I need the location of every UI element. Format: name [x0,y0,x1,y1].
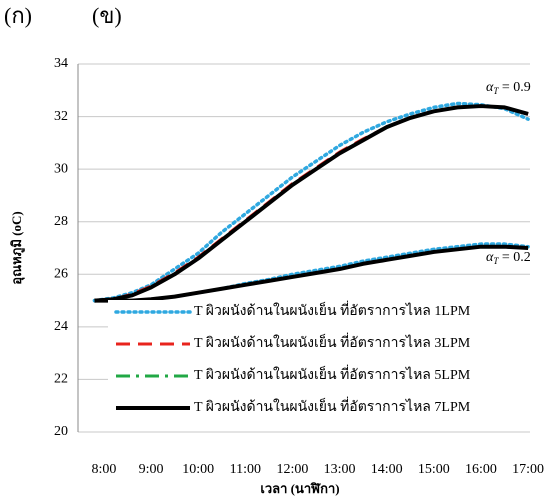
legend: T ผิวผนังด้านในผนังเย็น ที่อัตราการไหล 1… [108,300,530,428]
y-tick-label: 22 [54,372,68,387]
annotation-subscript: T [493,256,499,266]
x-tick-label: 16:00 [465,462,497,477]
x-axis-title: เวลา (นาฬิกา) [260,481,339,496]
y-axis-title: อุณหภูมิ (oC) [9,211,25,284]
annotation-symbol: α [486,80,494,95]
x-tick-label: 12:00 [277,462,309,477]
legend-label: T ผิวผนังด้านในผนังเย็น ที่อัตราการไหล 5… [194,365,471,383]
y-tick-label: 24 [54,319,68,334]
y-tick-label: 26 [54,267,68,282]
legend-label: T ผิวผนังด้านในผนังเย็น ที่อัตราการไหล 3… [194,333,471,351]
annotation-symbol: α [486,250,494,265]
x-tick-label: 10:00 [182,462,214,477]
panel-label: (ข) [92,3,122,28]
panel-label: (ก) [4,3,32,28]
x-tick-label: 8:00 [91,462,116,477]
y-tick-label: 28 [54,214,68,229]
annotation: αT = 0.2 [486,250,531,266]
series-line [94,244,529,303]
series-line [92,101,530,303]
annotation-text: = 0.2 [498,250,530,265]
annotation: αT = 0.9 [486,80,531,96]
annotation-subscript: T [493,86,499,96]
x-tick-label: 9:00 [139,462,164,477]
y-tick-label: 32 [54,109,68,124]
x-tick-label: 11:00 [230,462,261,477]
series-line [94,104,529,303]
legend-label: T ผิวผนังด้านในผนังเย็น ที่อัตราการไหล 7… [194,397,471,415]
x-tick-label: 14:00 [371,462,403,477]
legend-label: T ผิวผนังด้านในผนังเย็น ที่อัตราการไหล 1… [194,301,471,319]
y-tick-label: 30 [54,161,68,176]
x-tick-label: 15:00 [418,462,450,477]
y-tick-label: 20 [54,424,68,439]
y-tick-label: 34 [54,56,68,71]
annotation-text: = 0.9 [498,80,530,95]
x-tick-label: 13:00 [324,462,356,477]
x-tick-label: 17:00 [512,462,544,477]
